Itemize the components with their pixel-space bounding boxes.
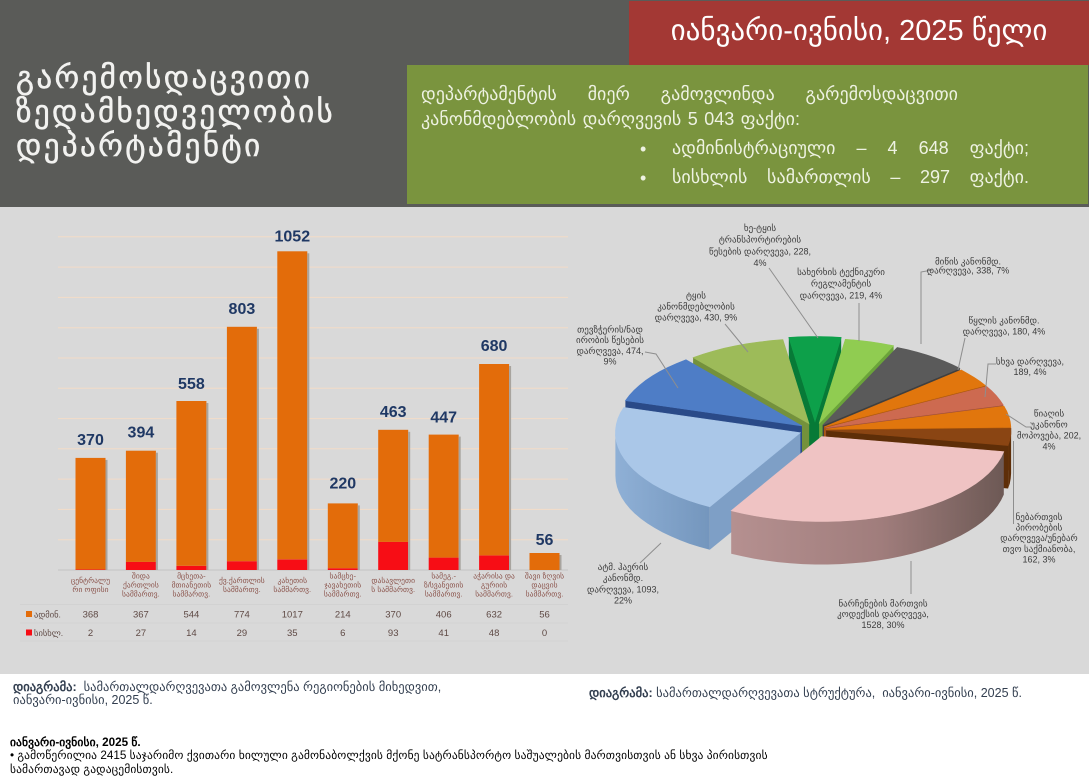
svg-text:447: 447 [430,410,457,427]
svg-text:ირობის წესების: ირობის წესების [576,335,644,346]
svg-text:6: 6 [340,628,345,639]
svg-text:680: 680 [481,338,508,355]
svg-text:სამეგ.-: სამეგ.- [431,572,456,581]
svg-text:პირობების: პირობების [1016,523,1063,534]
svg-text:სამცხე-: სამცხე- [330,572,357,581]
svg-text:მოპოვება, 202,: მოპოვება, 202, [1017,431,1081,442]
svg-text:ატმ. ჰაერის: ატმ. ჰაერის [598,562,649,573]
svg-text:ცენტრალუ: ცენტრალუ [71,576,110,585]
svg-text:მცხეთა-: მცხეთა- [177,572,206,581]
svg-text:56: 56 [536,532,554,549]
svg-text:9%: 9% [603,357,616,367]
svg-text:სამმართვ.: სამმართვ. [425,589,463,598]
svg-text:ქართლის: ქართლის [123,581,159,590]
svg-text:კანონმდებლობის: კანონმდებლობის [657,302,735,313]
svg-text:367: 367 [133,610,149,621]
svg-text:774: 774 [234,610,250,621]
svg-text:1017: 1017 [282,610,303,621]
svg-text:1052: 1052 [275,228,311,245]
svg-text:დარღვევა, 180, 4%: დარღვევა, 180, 4% [963,326,1046,337]
svg-text:394: 394 [128,425,155,442]
svg-text:დარღვევა/უნებარ: დარღვევა/უნებარ [1000,533,1077,544]
svg-text:თევზჭერის/ნად: თევზჭერის/ნად [577,325,643,336]
svg-text:რეგლამენტის: რეგლამენტის [811,279,872,290]
svg-text:4%: 4% [1042,442,1055,452]
svg-text:წესების დარღვევა, 228,: წესების დარღვევა, 228, [709,246,811,257]
svg-text:2: 2 [88,628,93,639]
svg-text:48: 48 [489,628,500,639]
svg-text:1528, 30%: 1528, 30% [861,620,904,630]
svg-text:368: 368 [83,610,99,621]
svg-text:კახეთის: კახეთის [278,576,308,585]
svg-text:220: 220 [329,475,356,492]
svg-text:632: 632 [486,610,502,621]
svg-text:უკანონო: უკანონო [1030,419,1067,430]
svg-text:214: 214 [335,610,351,621]
svg-text:93: 93 [388,628,399,639]
svg-text:კანონმდ.: კანონმდ. [603,573,643,584]
svg-text:544: 544 [183,610,199,621]
svg-text:სამმართვ.: სამმართვ. [526,589,564,598]
svg-text:დარღვევა, 1093,: დარღვევა, 1093, [587,584,659,595]
svg-text:სამმართვ.: სამმართვ. [223,585,261,594]
svg-text:დასავლეთი: დასავლეთი [371,576,415,585]
svg-text:558: 558 [178,376,205,393]
svg-text:ხე-ტყის: ხე-ტყის [744,223,776,234]
svg-text:წიაღის: წიაღის [1034,408,1065,419]
svg-text:დაცვის: დაცვის [531,581,557,590]
svg-text:სამმართვ.: სამმართვ. [122,589,160,598]
svg-text:41: 41 [438,628,449,639]
svg-text:ტრანსპორტირების: ტრანსპორტირების [719,235,801,246]
svg-text:დარღვევა, 474,: დარღვევა, 474, [576,346,643,357]
svg-text:სამმართვ.: სამმართვ. [273,585,311,594]
svg-text:463: 463 [380,404,407,421]
svg-text:0: 0 [542,628,547,639]
svg-text:29: 29 [237,628,248,639]
svg-text:დარღვევა, 219, 4%: დარღვევა, 219, 4% [800,290,883,301]
svg-text:ტყის: ტყის [686,291,706,302]
svg-text:14: 14 [186,628,197,639]
svg-text:ქვ.ქართლის: ქვ.ქართლის [219,576,265,585]
svg-text:სამმართვ.: სამმართვ. [173,589,211,598]
svg-text:შავი ზღვის: შავი ზღვის [525,572,564,581]
svg-text:ნარჩენების მართვის: ნარჩენების მართვის [838,599,927,610]
svg-text:56: 56 [539,610,550,621]
svg-text:სისხლ.: სისხლ. [34,628,63,639]
svg-text:სამმართვ.: სამმართვ. [475,589,513,598]
svg-text:დარღვევა, 430, 9%: დარღვევა, 430, 9% [655,313,738,324]
svg-text:რი ოფისი: რი ოფისი [72,585,108,594]
svg-text:27: 27 [136,628,147,639]
svg-text:მიწის კანონმდ.: მიწის კანონმდ. [935,257,1001,268]
svg-text:თვო საქმიანობა,: თვო საქმიანობა, [1003,544,1076,555]
svg-text:სამმართვ.: სამმართვ. [324,589,362,598]
svg-text:ზ/სვანეთის: ზ/სვანეთის [424,581,463,590]
svg-text:წყლის კანონმდ.: წყლის კანონმდ. [969,316,1040,327]
svg-text:22%: 22% [614,596,632,606]
svg-text:აჭარისა და: აჭარისა და [473,572,515,581]
svg-text:მთიანეთის: მთიანეთის [172,581,212,590]
svg-text:სახერხის ტექნიკური: სახერხის ტექნიკური [797,267,885,278]
svg-text:803: 803 [229,301,256,318]
svg-text:ნებართვის: ნებართვის [1016,512,1063,523]
svg-text:ადმინ.: ადმინ. [34,610,61,621]
svg-text:4%: 4% [753,258,766,268]
svg-text:189, 4%: 189, 4% [1013,367,1046,377]
svg-text:ს სამმართვ.: ს სამმართვ. [371,585,415,594]
svg-text:370: 370 [385,610,401,621]
svg-text:162, 3%: 162, 3% [1022,554,1055,564]
svg-text:დარღვევა, 338, 7%: დარღვევა, 338, 7% [927,266,1010,277]
svg-text:შიდა: შიდა [132,572,150,581]
svg-text:406: 406 [436,610,452,621]
svg-text:370: 370 [77,432,104,449]
svg-text:გურიის: გურიის [481,581,507,590]
svg-text:35: 35 [287,628,298,639]
svg-text:კოდექსის დარღვევა,: კოდექსის დარღვევა, [837,609,929,620]
svg-text:სხვა დარღვევა,: სხვა დარღვევა, [996,356,1064,367]
svg-text:ჯავახეთის: ჯავახეთის [324,581,361,590]
